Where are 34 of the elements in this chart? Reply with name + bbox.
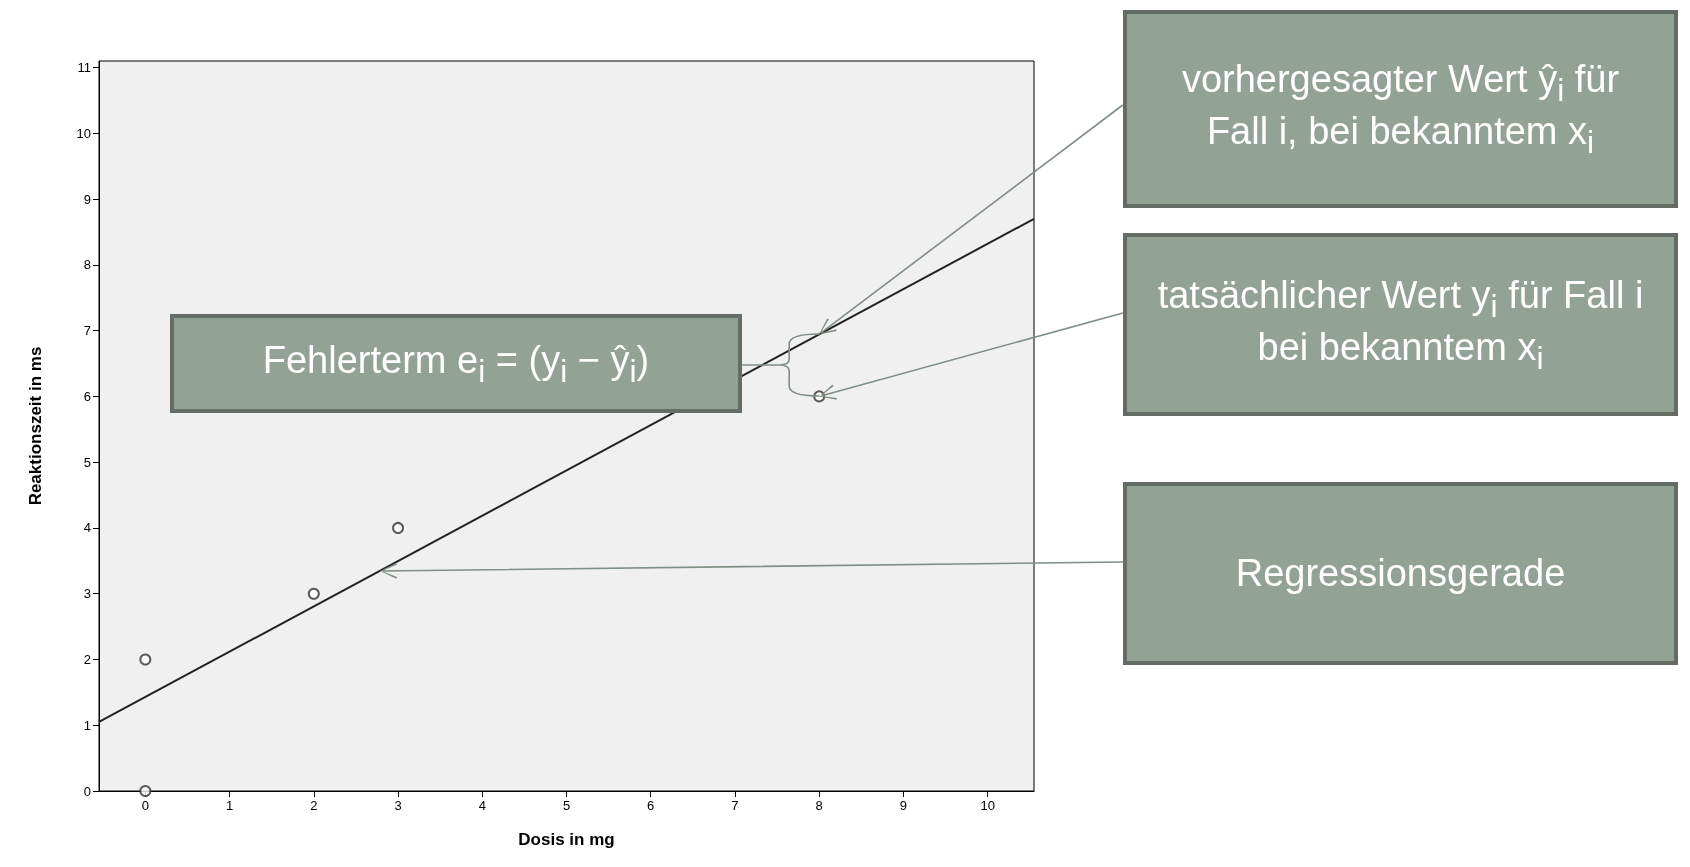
- callout-box: Fehlerterm e$_{i}$ = (y$_{i}$ − ŷ$_{i}$): [170, 314, 742, 413]
- callout-box: Regressionsgerade: [1123, 482, 1678, 665]
- y-tick-label: 1: [83, 717, 91, 733]
- x-tick-label: 7: [731, 798, 739, 813]
- y-axis-title: Reaktionszeit in ms: [26, 346, 45, 506]
- x-tick-label: 3: [394, 798, 402, 813]
- x-tick-label: 0: [141, 798, 149, 813]
- callout-box: vorhergesagter Wert ŷ$_{i}$ für Fall i, bei bekanntem x$_{i}$: [1123, 10, 1678, 208]
- y-tick-label: 6: [83, 388, 91, 404]
- y-tick-label: 11: [77, 60, 91, 76]
- x-axis-title: Dosis in mg: [518, 830, 615, 849]
- point: [139, 653, 152, 666]
- x-tick-label: 1: [225, 798, 234, 813]
- point: [139, 785, 152, 797]
- y-tick-label: 4: [83, 520, 91, 536]
- point: [307, 587, 320, 600]
- x-tick-label: 8: [815, 798, 823, 813]
- y-tick-label: 3: [83, 586, 91, 602]
- x-tick-label: 2: [310, 798, 318, 813]
- y-tick-label: 2: [83, 651, 91, 667]
- x-tick-label: 4: [478, 798, 486, 813]
- x-tick-label: 10: [980, 798, 995, 813]
- annotation: Fehlerterm e$_{i}$ = (y$_{i}$ − ŷ$_{i}$): [262, 337, 650, 390]
- callout-box: tatsächlicher Wert y$_{i}$ für Fall i bei bekanntem x$_{i}$: [1123, 233, 1678, 416]
- y-tick-label: 9: [83, 191, 91, 207]
- point: [392, 521, 405, 534]
- y-tick-label: 5: [83, 454, 91, 470]
- y-tick-label: 0: [83, 783, 91, 799]
- x-tick-label: 9: [899, 798, 908, 813]
- x-tick-label: 5: [562, 798, 571, 813]
- y-tick-label: 8: [83, 257, 91, 273]
- x-tick-label: 6: [647, 798, 655, 813]
- y-tick-label: 7: [83, 323, 91, 339]
- y-tick-label: 10: [76, 125, 91, 141]
